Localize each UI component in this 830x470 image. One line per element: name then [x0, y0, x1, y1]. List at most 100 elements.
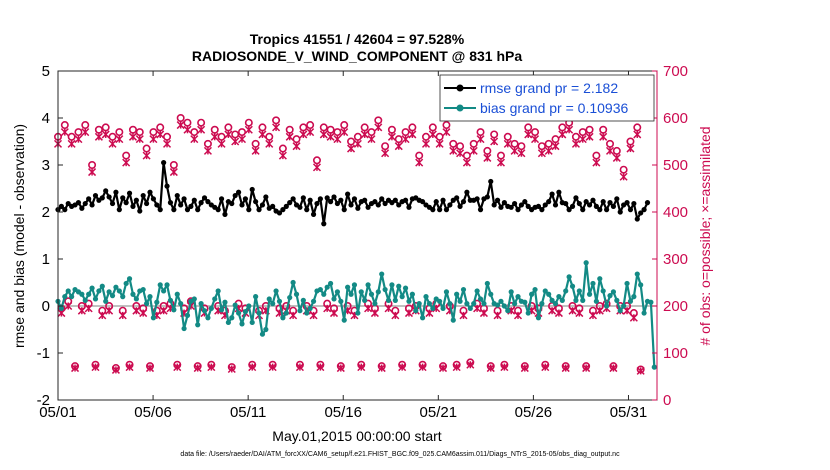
- bias-point: [109, 293, 116, 299]
- obs-possible-point: [517, 142, 526, 151]
- bias-point: [416, 301, 422, 307]
- bias-point: [334, 289, 341, 295]
- bias-point: [566, 274, 572, 280]
- obs-possible-point: [619, 165, 628, 174]
- rmse-point: [259, 202, 266, 208]
- bias-point: [130, 291, 136, 297]
- obs-assimilated-point: [207, 363, 216, 372]
- y-right-tick-label: 600: [663, 110, 688, 127]
- obs-assimilated-point: [493, 311, 502, 320]
- bias-point: [648, 299, 654, 305]
- obs-assimilated-point: [612, 153, 621, 162]
- bias-point: [586, 291, 593, 297]
- rmse-point: [178, 202, 184, 208]
- bias-point: [167, 297, 174, 303]
- bias-point: [375, 289, 381, 295]
- obs-possible-point: [510, 139, 519, 148]
- bias-point: [324, 284, 330, 290]
- obs-assimilated-point: [609, 364, 618, 373]
- obs-assimilated-point: [588, 311, 598, 320]
- obs-possible-point: [326, 125, 335, 134]
- obs-assimilated-point: [105, 306, 114, 315]
- rmse-point: [484, 194, 490, 200]
- rmse-point: [593, 203, 599, 209]
- obs-possible-point: [483, 146, 492, 155]
- rmse-point: [297, 204, 303, 210]
- bias-point: [426, 301, 433, 307]
- ticks-layer: 05/01 05/06 05/11 05/16 05/21 05/26 05/31 -2 -1 0…: [37, 63, 688, 421]
- y-tick-label: -1: [37, 345, 50, 362]
- rmse-point: [556, 189, 562, 195]
- bias-point: [120, 294, 126, 300]
- obs-assimilated-point: [278, 151, 287, 160]
- bias-point: [86, 291, 92, 297]
- x-tick-label: 05/11: [230, 404, 266, 421]
- bias-point: [253, 294, 259, 300]
- bias-point: [246, 303, 252, 309]
- bias-point: [634, 271, 640, 277]
- rmse-point: [573, 195, 579, 201]
- bias-point: [256, 310, 262, 316]
- bias-point: [471, 301, 477, 307]
- legend-bias-marker: [456, 104, 464, 112]
- bias-point: [525, 310, 531, 316]
- obs-assimilated-point: [125, 363, 134, 372]
- rmse-point: [290, 196, 296, 202]
- rmse-point: [58, 203, 65, 209]
- obs-possible-point: [599, 125, 608, 134]
- rmse-point: [256, 207, 262, 213]
- rmse-point: [341, 207, 347, 213]
- bias-point: [174, 291, 180, 297]
- obs-assimilated-point: [605, 146, 615, 155]
- rmse-point: [300, 195, 306, 201]
- obs-assimilated-point: [248, 363, 257, 372]
- bias-point: [406, 298, 412, 304]
- bias-point: [276, 298, 283, 304]
- bias-point: [638, 282, 644, 288]
- rmse-point: [113, 189, 119, 195]
- rmse-point: [181, 196, 187, 202]
- obs-assimilated-point: [258, 130, 267, 139]
- rmse-point: [535, 203, 542, 209]
- bias-point: [355, 310, 361, 316]
- obs-assimilated-point: [544, 146, 553, 155]
- obs-assimilated-point: [551, 142, 560, 151]
- rmse-point: [334, 200, 341, 207]
- obs-assimilated-point: [265, 139, 274, 148]
- rmse-point: [515, 207, 521, 213]
- obs-assimilated-point: [595, 306, 604, 315]
- obs-assimilated-point: [190, 135, 199, 144]
- x-tick-label: 05/01: [39, 404, 77, 421]
- rmse-point: [638, 210, 644, 216]
- obs-possible-point: [203, 139, 212, 148]
- obs-assimilated-point: [541, 363, 550, 372]
- rmse-point: [454, 195, 460, 201]
- obs-assimilated-point: [183, 125, 192, 134]
- rmse-point: [402, 197, 409, 203]
- bias-point: [345, 284, 351, 290]
- bias-point: [437, 298, 443, 304]
- obs-possible-point: [578, 128, 587, 137]
- rmse-point: [242, 196, 249, 202]
- bias-point: [392, 297, 398, 303]
- obs-possible-point: [442, 121, 451, 130]
- obs-assimilated-point: [439, 364, 448, 373]
- rmse-point: [607, 200, 613, 206]
- obs-possible-point: [387, 125, 396, 134]
- rmse-point: [195, 207, 201, 213]
- obs-possible-point: [74, 128, 83, 137]
- bias-point: [317, 286, 323, 293]
- y-right-tick-label: 0: [663, 392, 671, 409]
- bias-point: [266, 296, 272, 302]
- obs-assimilated-point: [428, 130, 437, 139]
- rmse-point: [263, 194, 269, 200]
- rmse-point: [249, 186, 255, 193]
- obs-assimilated-point: [139, 309, 148, 318]
- obs-possible-point: [544, 139, 553, 148]
- obs-possible-point: [67, 132, 76, 141]
- rmse-point: [624, 200, 630, 206]
- rmse-point: [317, 196, 323, 202]
- y-right-tick-label: 500: [663, 157, 688, 174]
- rmse-point: [580, 207, 586, 213]
- obs-assimilated-point: [364, 304, 373, 313]
